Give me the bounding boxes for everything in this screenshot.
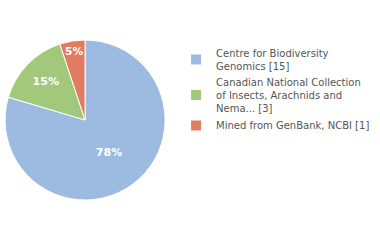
- svg-text:78%: 78%: [96, 146, 122, 159]
- svg-text:Centre for BiodiversityGenomic: Centre for BiodiversityGenomics [15]: [216, 48, 329, 72]
- svg-text:Canadian National Collectionof: Canadian National Collectionof Insects, …: [216, 77, 361, 114]
- svg-text:15%: 15%: [33, 75, 59, 88]
- svg-text:Mined from GenBank, NCBI [1]: Mined from GenBank, NCBI [1]: [216, 120, 369, 131]
- svg-text:5%: 5%: [65, 45, 83, 58]
